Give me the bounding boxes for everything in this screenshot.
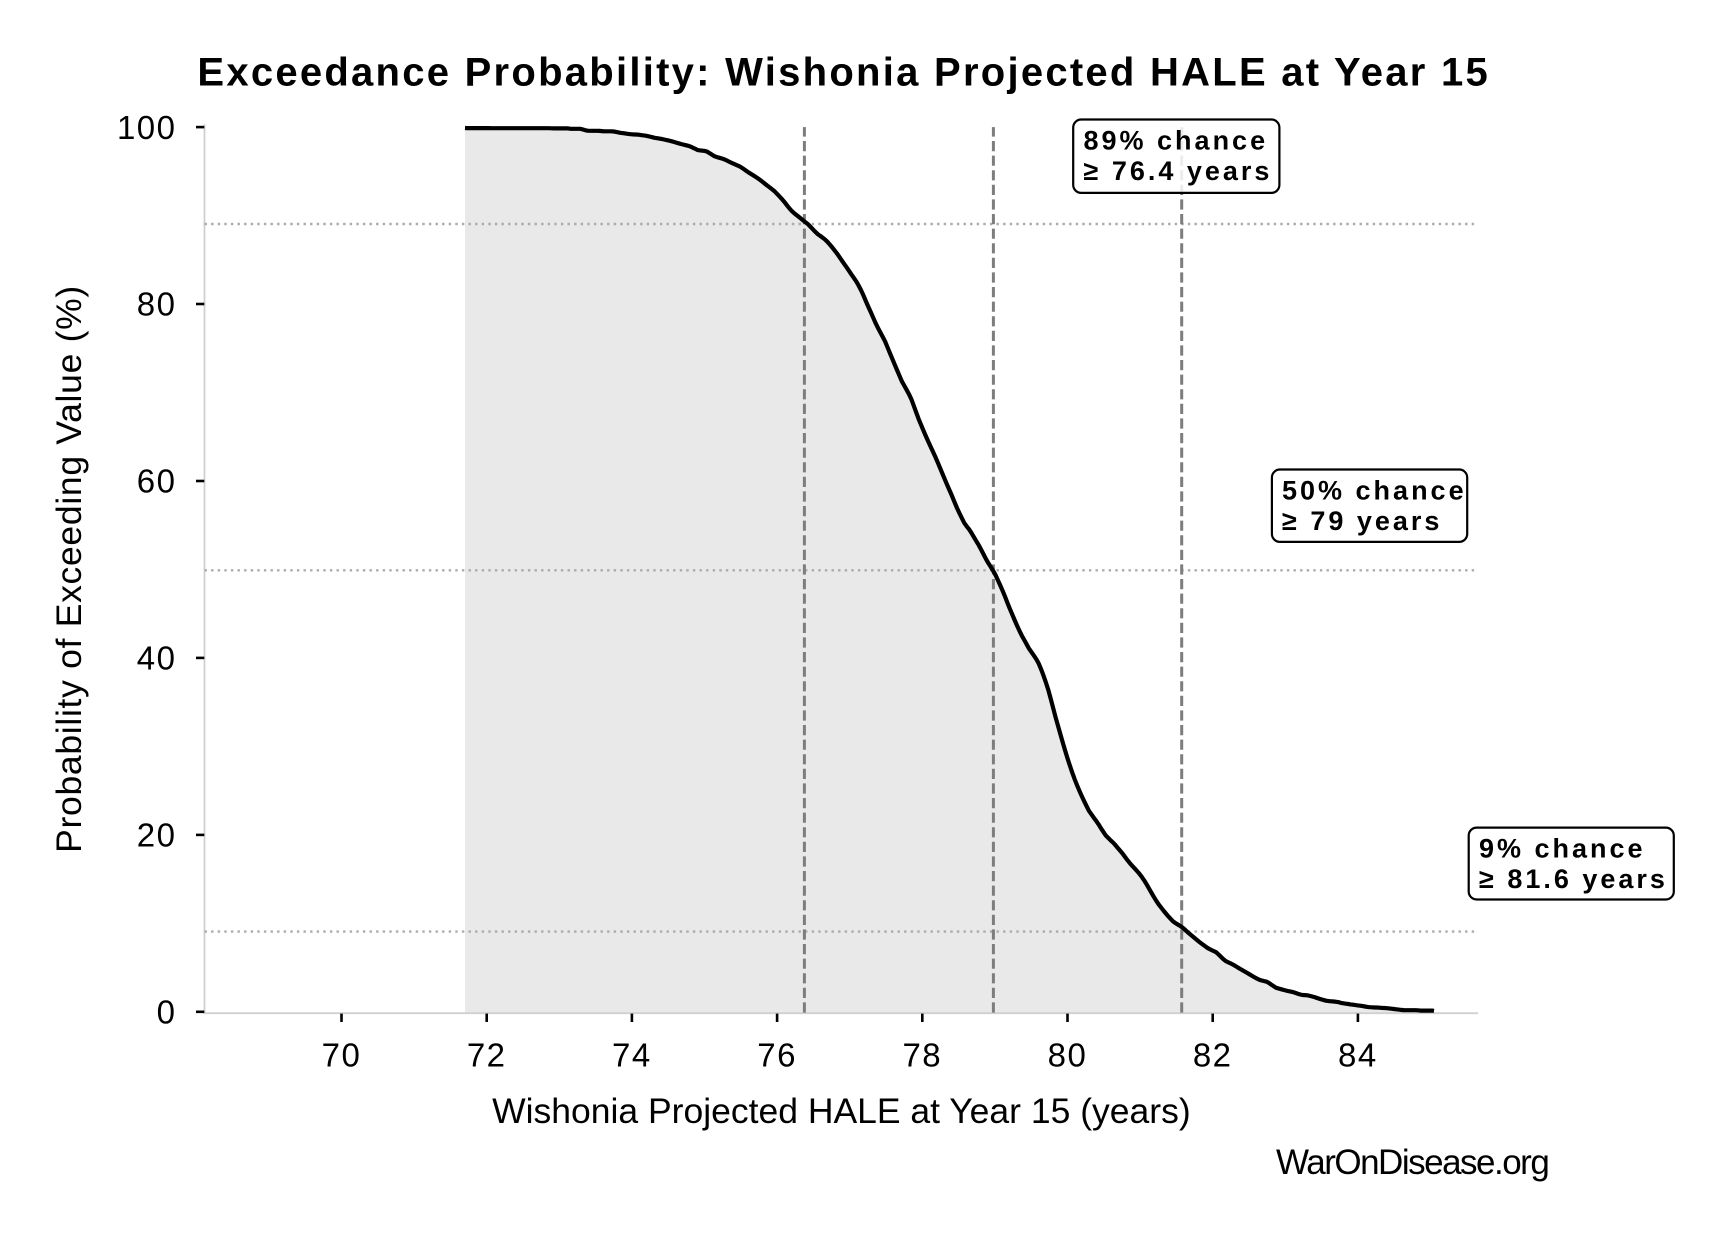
svg-text:60: 60 (137, 463, 177, 500)
svg-text:≥ 81.6 years: ≥ 81.6 years (1479, 864, 1668, 894)
svg-text:82: 82 (1193, 1036, 1233, 1073)
svg-text:89% chance: 89% chance (1084, 125, 1269, 155)
svg-text:20: 20 (137, 817, 177, 854)
svg-text:40: 40 (137, 640, 177, 677)
svg-text:9% chance: 9% chance (1479, 833, 1646, 863)
svg-text:≥ 76.4 years: ≥ 76.4 years (1084, 156, 1273, 186)
svg-text:70: 70 (322, 1036, 362, 1073)
svg-text:0: 0 (157, 994, 177, 1031)
svg-text:80: 80 (137, 286, 177, 323)
svg-text:Wishonia Projected HALE at Yea: Wishonia Projected HALE at Year 15 (year… (492, 1091, 1191, 1131)
svg-text:76: 76 (757, 1036, 797, 1073)
svg-text:78: 78 (902, 1036, 942, 1073)
svg-text:100: 100 (117, 109, 177, 146)
svg-text:84: 84 (1338, 1036, 1378, 1073)
svg-text:Probability of Exceeding Value: Probability of Exceeding Value (%) (49, 285, 89, 853)
svg-text:74: 74 (612, 1036, 652, 1073)
svg-text:80: 80 (1048, 1036, 1088, 1073)
svg-text:50% chance: 50% chance (1282, 475, 1467, 505)
svg-text:72: 72 (467, 1036, 507, 1073)
svg-text:Exceedance Probability: Wishon: Exceedance Probability: Wishonia Project… (197, 51, 1490, 95)
svg-text:WarOnDisease.org: WarOnDisease.org (1276, 1143, 1548, 1182)
svg-text:≥ 79 years: ≥ 79 years (1282, 506, 1442, 536)
